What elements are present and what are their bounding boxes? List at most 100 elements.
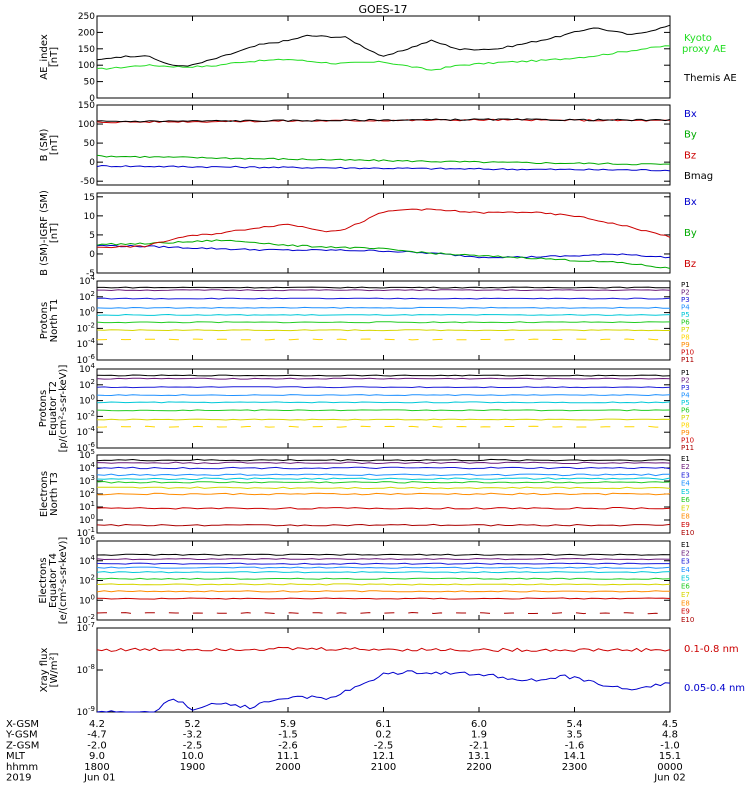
- y-tick-label: 10-4: [77, 337, 96, 350]
- x-axis-tick-label: 13.1: [468, 751, 490, 762]
- channel-legend-label: E5: [681, 488, 690, 496]
- y-axis-label: Protons: [39, 302, 50, 339]
- series-line: [96, 670, 671, 713]
- channel-legend-label: E5: [681, 574, 690, 582]
- y-axis-label: Protons: [38, 390, 49, 427]
- series-line: [96, 118, 671, 123]
- legend-label: Kyoto: [684, 33, 712, 44]
- y-tick-label: 10-1: [77, 526, 95, 539]
- x-axis-row-name: Y-GSM: [5, 730, 38, 741]
- channel-legend-label: P7: [681, 326, 690, 334]
- y-tick-label: 50: [84, 139, 96, 149]
- y-tick-label: 10-6: [77, 441, 96, 454]
- series-line: [96, 329, 670, 332]
- series-line: [96, 566, 671, 569]
- channel-legend-label: P1: [681, 369, 690, 377]
- channel-legend-label: P11: [681, 444, 694, 452]
- x-axis-tick-label: -2.0: [87, 740, 107, 751]
- legend-label: Bz: [684, 259, 696, 270]
- channel-legend-label: E4: [681, 566, 690, 574]
- series-line: [96, 418, 671, 421]
- y-tick-label: 102: [79, 574, 95, 587]
- y-tick-label: 10-9: [77, 705, 95, 718]
- x-axis-tick-label: 9.0: [89, 751, 105, 762]
- series-line: [96, 477, 671, 481]
- series-line: [96, 321, 671, 324]
- channel-legend-label: E3: [681, 558, 690, 566]
- series-line: [96, 338, 671, 341]
- legend-label: 0.05-0.4 nm: [684, 683, 745, 694]
- y-tick-label: 101: [79, 500, 95, 513]
- x-axis-tick-label: 5.4: [567, 719, 583, 730]
- y-axis-label: Electrons: [39, 471, 50, 517]
- x-axis-tick-label: -1.6: [565, 740, 585, 751]
- y-axis-label: Equator T4: [48, 553, 59, 608]
- x-axis-tick-label: -2.5: [183, 740, 203, 751]
- x-axis-tick-label: -2.1: [469, 740, 489, 751]
- panel-frame: [96, 280, 671, 361]
- series-line: [96, 590, 671, 593]
- channel-legend-label: P4: [681, 392, 690, 400]
- series-line: [96, 557, 671, 561]
- legend-label: By: [684, 228, 697, 239]
- x-axis-tick-label: 3.5: [567, 730, 583, 741]
- x-axis-tick-label: 12.1: [372, 751, 394, 762]
- y-axis-label: Equator T2: [48, 381, 59, 436]
- series-line: [96, 506, 671, 510]
- x-axis-tick-label: 2100: [371, 762, 396, 773]
- panel-frame: [96, 104, 671, 186]
- series-line: [96, 553, 671, 556]
- series-line: [97, 289, 671, 292]
- series-line: [96, 24, 671, 67]
- legend-label: Bx: [684, 109, 697, 120]
- channel-legend-label: E2: [681, 549, 690, 557]
- y-axis-label: AE_index: [39, 34, 50, 80]
- x-axis-row-name: Z-GSM: [6, 740, 39, 751]
- legend-label: proxy AE: [682, 44, 726, 55]
- channel-legend-label: P11: [681, 356, 694, 364]
- series-line: [96, 306, 671, 309]
- y-axis-label: Xray flux: [39, 648, 50, 693]
- y-tick-label: 10-2: [77, 613, 95, 626]
- series-line: [96, 377, 671, 380]
- y-tick-label: 102: [79, 290, 95, 303]
- legend-label: Themis AE: [683, 73, 737, 84]
- y-tick-label: 10-7: [77, 621, 95, 634]
- x-axis-row-name: 2019: [6, 773, 31, 784]
- y-tick-label: 100: [78, 61, 95, 71]
- channel-legend-label: P5: [681, 399, 690, 407]
- series-line: [96, 313, 671, 316]
- x-axis-tick-label: 2300: [562, 762, 587, 773]
- x-axis-tick-label: Jun 01: [83, 773, 116, 784]
- y-tick-label: 150: [78, 45, 95, 55]
- x-axis-row-name: X-GSM: [6, 719, 39, 730]
- y-tick-label: 10-4: [77, 425, 96, 438]
- series-line: [97, 286, 670, 289]
- x-axis-row-name: hhmm: [6, 762, 38, 773]
- panel-frame: [96, 540, 671, 621]
- channel-legend-label: P6: [681, 407, 690, 415]
- y-tick-label: -5: [86, 269, 95, 279]
- channel-legend-label: E2: [681, 463, 690, 471]
- channel-legend-label: P3: [681, 296, 690, 304]
- series-line: [96, 154, 671, 166]
- panel-frame: [96, 15, 671, 99]
- x-axis-tick-label: 6.0: [471, 719, 487, 730]
- series-line: [96, 646, 671, 653]
- y-axis-label: B (SM)-IGRF (SM): [39, 190, 50, 276]
- series-line: [96, 409, 671, 412]
- figure-title: GOES-17: [358, 3, 407, 16]
- channel-legend-label: P8: [681, 422, 690, 430]
- channel-legend-label: E4: [681, 480, 690, 488]
- channel-legend-label: E8: [681, 513, 690, 521]
- y-tick-label: 5: [89, 231, 95, 241]
- series-line: [96, 461, 671, 465]
- x-axis-tick-label: Jun 02: [653, 773, 686, 784]
- x-axis-tick-label: 5.9: [280, 719, 296, 730]
- x-axis-row-name: MLT: [6, 751, 26, 762]
- channel-legend-label: E10: [681, 616, 694, 624]
- channel-legend-label: P6: [681, 319, 690, 327]
- channel-legend-label: P10: [681, 349, 694, 357]
- channel-legend-label: P3: [681, 384, 690, 392]
- y-axis-label: North T3: [49, 472, 60, 516]
